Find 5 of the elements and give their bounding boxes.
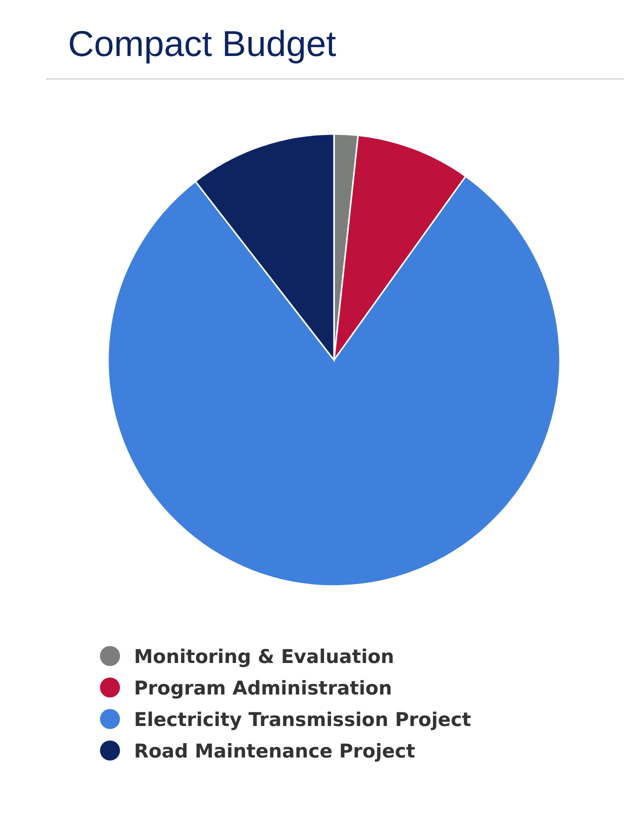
legend-label: Electricity Transmission Project xyxy=(134,709,472,731)
legend-label: Program Administration xyxy=(134,678,392,700)
chart-title: Compact Budget xyxy=(68,23,336,64)
legend-label: Monitoring & Evaluation xyxy=(134,646,394,668)
legend-label: Road Maintenance Project xyxy=(134,740,416,762)
